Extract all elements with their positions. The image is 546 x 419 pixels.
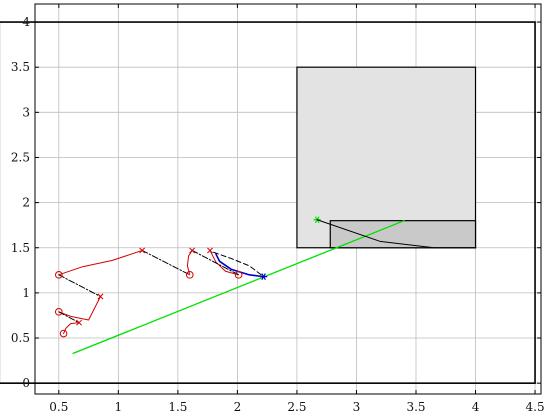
y-tick-label: 0.5 bbox=[11, 331, 30, 345]
axes-frame bbox=[34, 3, 542, 395]
y-tick-label: 3 bbox=[22, 105, 30, 119]
y-tick-label: 1 bbox=[22, 286, 30, 300]
black-goal-curve-line bbox=[316, 219, 477, 249]
cross-marker bbox=[97, 293, 104, 300]
link-5-line bbox=[213, 251, 265, 278]
y-tick-label: 0 bbox=[22, 376, 30, 390]
link-1 bbox=[58, 311, 80, 324]
cross-marker bbox=[207, 247, 213, 254]
link-4-line bbox=[191, 249, 240, 276]
red-arc-5 bbox=[209, 249, 240, 276]
blue-arc bbox=[215, 253, 265, 278]
x-tick-label: 4 bbox=[472, 400, 480, 414]
x-tick-label: 1.5 bbox=[168, 400, 187, 414]
ticks: 0.5 1 1.5 2 2.5 3 3.5 4 4.5 0 0.5 1 1.5 2 2.5 3 3.5 4 bbox=[11, 4, 545, 414]
red-arc-2-line bbox=[58, 296, 101, 321]
goal-region bbox=[329, 220, 477, 249]
x-tick-label: 4.5 bbox=[526, 400, 545, 414]
link-3-line bbox=[141, 249, 191, 276]
circle-marker bbox=[55, 271, 63, 279]
circle-marker bbox=[59, 329, 68, 338]
red-crosses bbox=[76, 247, 213, 326]
green-path bbox=[72, 220, 405, 355]
x-tick-label: 1 bbox=[115, 400, 123, 414]
regions bbox=[0, 21, 536, 384]
blue-arc-line bbox=[215, 253, 265, 278]
link-5 bbox=[213, 251, 265, 278]
obstacle bbox=[296, 66, 477, 249]
cross-marker bbox=[139, 247, 146, 254]
x-tick-label: 2.5 bbox=[287, 400, 306, 414]
green-path-line bbox=[72, 220, 405, 355]
y-tick-label: 2 bbox=[22, 196, 30, 210]
cross-marker bbox=[76, 319, 83, 326]
red-circles bbox=[55, 271, 243, 338]
y-tick-label: 2.5 bbox=[11, 150, 30, 164]
link-3 bbox=[141, 249, 191, 276]
red-arc-3-line bbox=[58, 249, 143, 276]
x-tick-label: 2 bbox=[234, 400, 242, 414]
link-4 bbox=[191, 249, 240, 276]
link-2 bbox=[58, 274, 101, 297]
link-1-line bbox=[58, 311, 80, 324]
red-arc-2 bbox=[58, 296, 101, 321]
x-tick-label: 3.5 bbox=[406, 400, 425, 414]
red-arc-5-line bbox=[209, 249, 240, 276]
link-2-line bbox=[58, 274, 101, 297]
red-arc-3 bbox=[58, 249, 143, 276]
red-arc-4 bbox=[186, 249, 193, 276]
circle-marker bbox=[55, 308, 63, 316]
circle-marker bbox=[234, 271, 243, 279]
x-tick-label: 0.5 bbox=[49, 400, 68, 414]
cross-marker bbox=[189, 247, 196, 254]
x-tick-label: 3 bbox=[353, 400, 361, 414]
blue-star bbox=[259, 273, 268, 281]
star-marker bbox=[259, 273, 268, 281]
series bbox=[55, 216, 477, 355]
y-tick-label: 1.5 bbox=[11, 241, 30, 255]
black-goal-curve bbox=[316, 219, 477, 249]
red-arc-4-line bbox=[186, 249, 193, 276]
y-tick-label: 3.5 bbox=[11, 60, 30, 74]
y-tick-label: 4 bbox=[22, 15, 30, 29]
circle-marker bbox=[185, 271, 194, 279]
workspace-boundary bbox=[0, 21, 536, 384]
